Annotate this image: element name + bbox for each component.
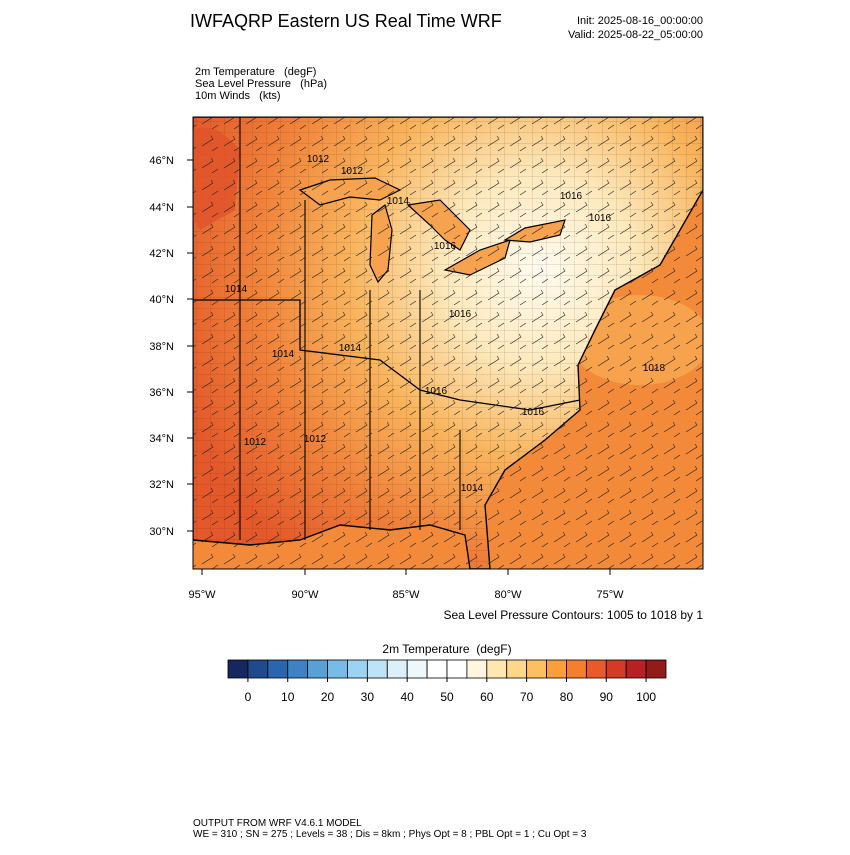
- color-box: [625, 659, 647, 679]
- colorbar-tick-label: 0: [245, 690, 252, 704]
- contour-note: Sea Level Pressure Contours: 1005 to 101…: [444, 608, 704, 622]
- colorbar-tick-label: 50: [440, 690, 454, 704]
- field-label: 10m Winds (kts): [195, 90, 281, 102]
- lon-label: 85°W: [392, 589, 420, 601]
- field-list: 2m Temperature (degF)Sea Level Pressure …: [195, 66, 327, 102]
- lon-label: 90°W: [291, 589, 319, 601]
- colorbar-tick-label: 60: [480, 690, 494, 704]
- contour-label: 1012: [304, 434, 327, 445]
- contour-label: 1014: [225, 284, 248, 295]
- lon-label: 80°W: [494, 589, 522, 601]
- contour-label: 1016: [560, 191, 583, 202]
- color-box: [327, 659, 348, 679]
- color-box: [267, 659, 289, 679]
- map-frame: [192, 116, 704, 570]
- colorbar-tick-label: 100: [636, 690, 656, 704]
- contour-label: 1012: [244, 437, 267, 448]
- color-box: [446, 659, 468, 679]
- lat-label: 46°N: [149, 155, 174, 167]
- lon-label: 95°W: [188, 589, 216, 601]
- lat-label: 36°N: [149, 387, 174, 399]
- title: IWFAQRP Eastern US Real Time WRF: [190, 11, 502, 31]
- color-box: [585, 659, 607, 679]
- contour-label: 1012: [307, 154, 330, 165]
- lat-label: 44°N: [149, 202, 174, 214]
- contour-label: 1018: [643, 363, 666, 374]
- color-box: [526, 659, 547, 679]
- color-box: [506, 659, 528, 679]
- colorbar-tick-label: 80: [560, 690, 574, 704]
- colorbar-title: 2m Temperature (degF): [382, 642, 511, 656]
- contour-label: 1014: [461, 483, 484, 494]
- footer-line: WE = 310 ; SN = 275 ; Levels = 38 ; Dis …: [193, 829, 587, 840]
- color-box: [486, 659, 508, 679]
- map: 1012 1012 1014 1016 1014 1014 1014 1016 1016 1016…: [193, 117, 703, 569]
- color-box: [287, 659, 309, 679]
- contour-label: 1012: [341, 166, 364, 177]
- init-time: Init: 2025-08-16_00:00:00: [577, 15, 703, 27]
- lat-label: 32°N: [149, 479, 174, 491]
- footer-line: OUTPUT FROM WRF V4.6.1 MODEL: [193, 818, 362, 829]
- color-box: [227, 659, 249, 679]
- lat-label: 40°N: [149, 294, 174, 306]
- map-axes: 30°N 32°N 34°N 36°N 38°N 40°N 42°N 44°N 46°N 95°W…: [149, 155, 624, 601]
- valid-time: Valid: 2025-08-22_05:00:00: [568, 29, 703, 41]
- contour-label: 1014: [339, 343, 362, 354]
- color-box: [307, 659, 328, 679]
- lon-label: 75°W: [596, 589, 624, 601]
- colorbar-tick-label: 70: [520, 690, 534, 704]
- colorbar-tick-label: 20: [321, 690, 335, 704]
- lat-label: 42°N: [149, 248, 174, 260]
- wind-barbs: [193, 117, 703, 569]
- contour-label: 1016: [589, 213, 612, 224]
- field-label: 2m Temperature (degF): [195, 66, 316, 78]
- color-box: [347, 659, 368, 679]
- color-box: [386, 659, 408, 679]
- contour-label: 1014: [387, 196, 410, 207]
- colorbar-tick-label: 90: [600, 690, 614, 704]
- color-box: [406, 659, 428, 679]
- colorbar-tick-label: 40: [401, 690, 415, 704]
- lat-label: 34°N: [149, 433, 174, 445]
- contour-label: 1016: [434, 241, 457, 252]
- lat-label: 30°N: [149, 526, 174, 538]
- colorbar: 0 10 20 30 40 50 60 70 80 90 100: [227, 659, 667, 704]
- color-box: [605, 659, 627, 679]
- field-label: Sea Level Pressure (hPa): [195, 78, 327, 90]
- contour-label: 1016: [522, 407, 545, 418]
- contour-labels: 1012 1012 1014 1016 1014 1014 1014 1016 1016 1016…: [225, 154, 666, 494]
- color-box: [546, 659, 567, 679]
- color-box: [466, 659, 488, 679]
- color-box: [426, 659, 448, 679]
- color-box: [645, 659, 667, 679]
- color-box: [247, 659, 269, 679]
- contour-label: 1014: [272, 349, 295, 360]
- contour-label: 1016: [449, 309, 472, 320]
- lat-label: 38°N: [149, 341, 174, 353]
- contour-label: 1016: [425, 386, 448, 397]
- colorbar-tick-label: 30: [361, 690, 375, 704]
- color-box: [566, 659, 587, 679]
- color-box: [366, 659, 388, 679]
- colorbar-tick-label: 10: [281, 690, 295, 704]
